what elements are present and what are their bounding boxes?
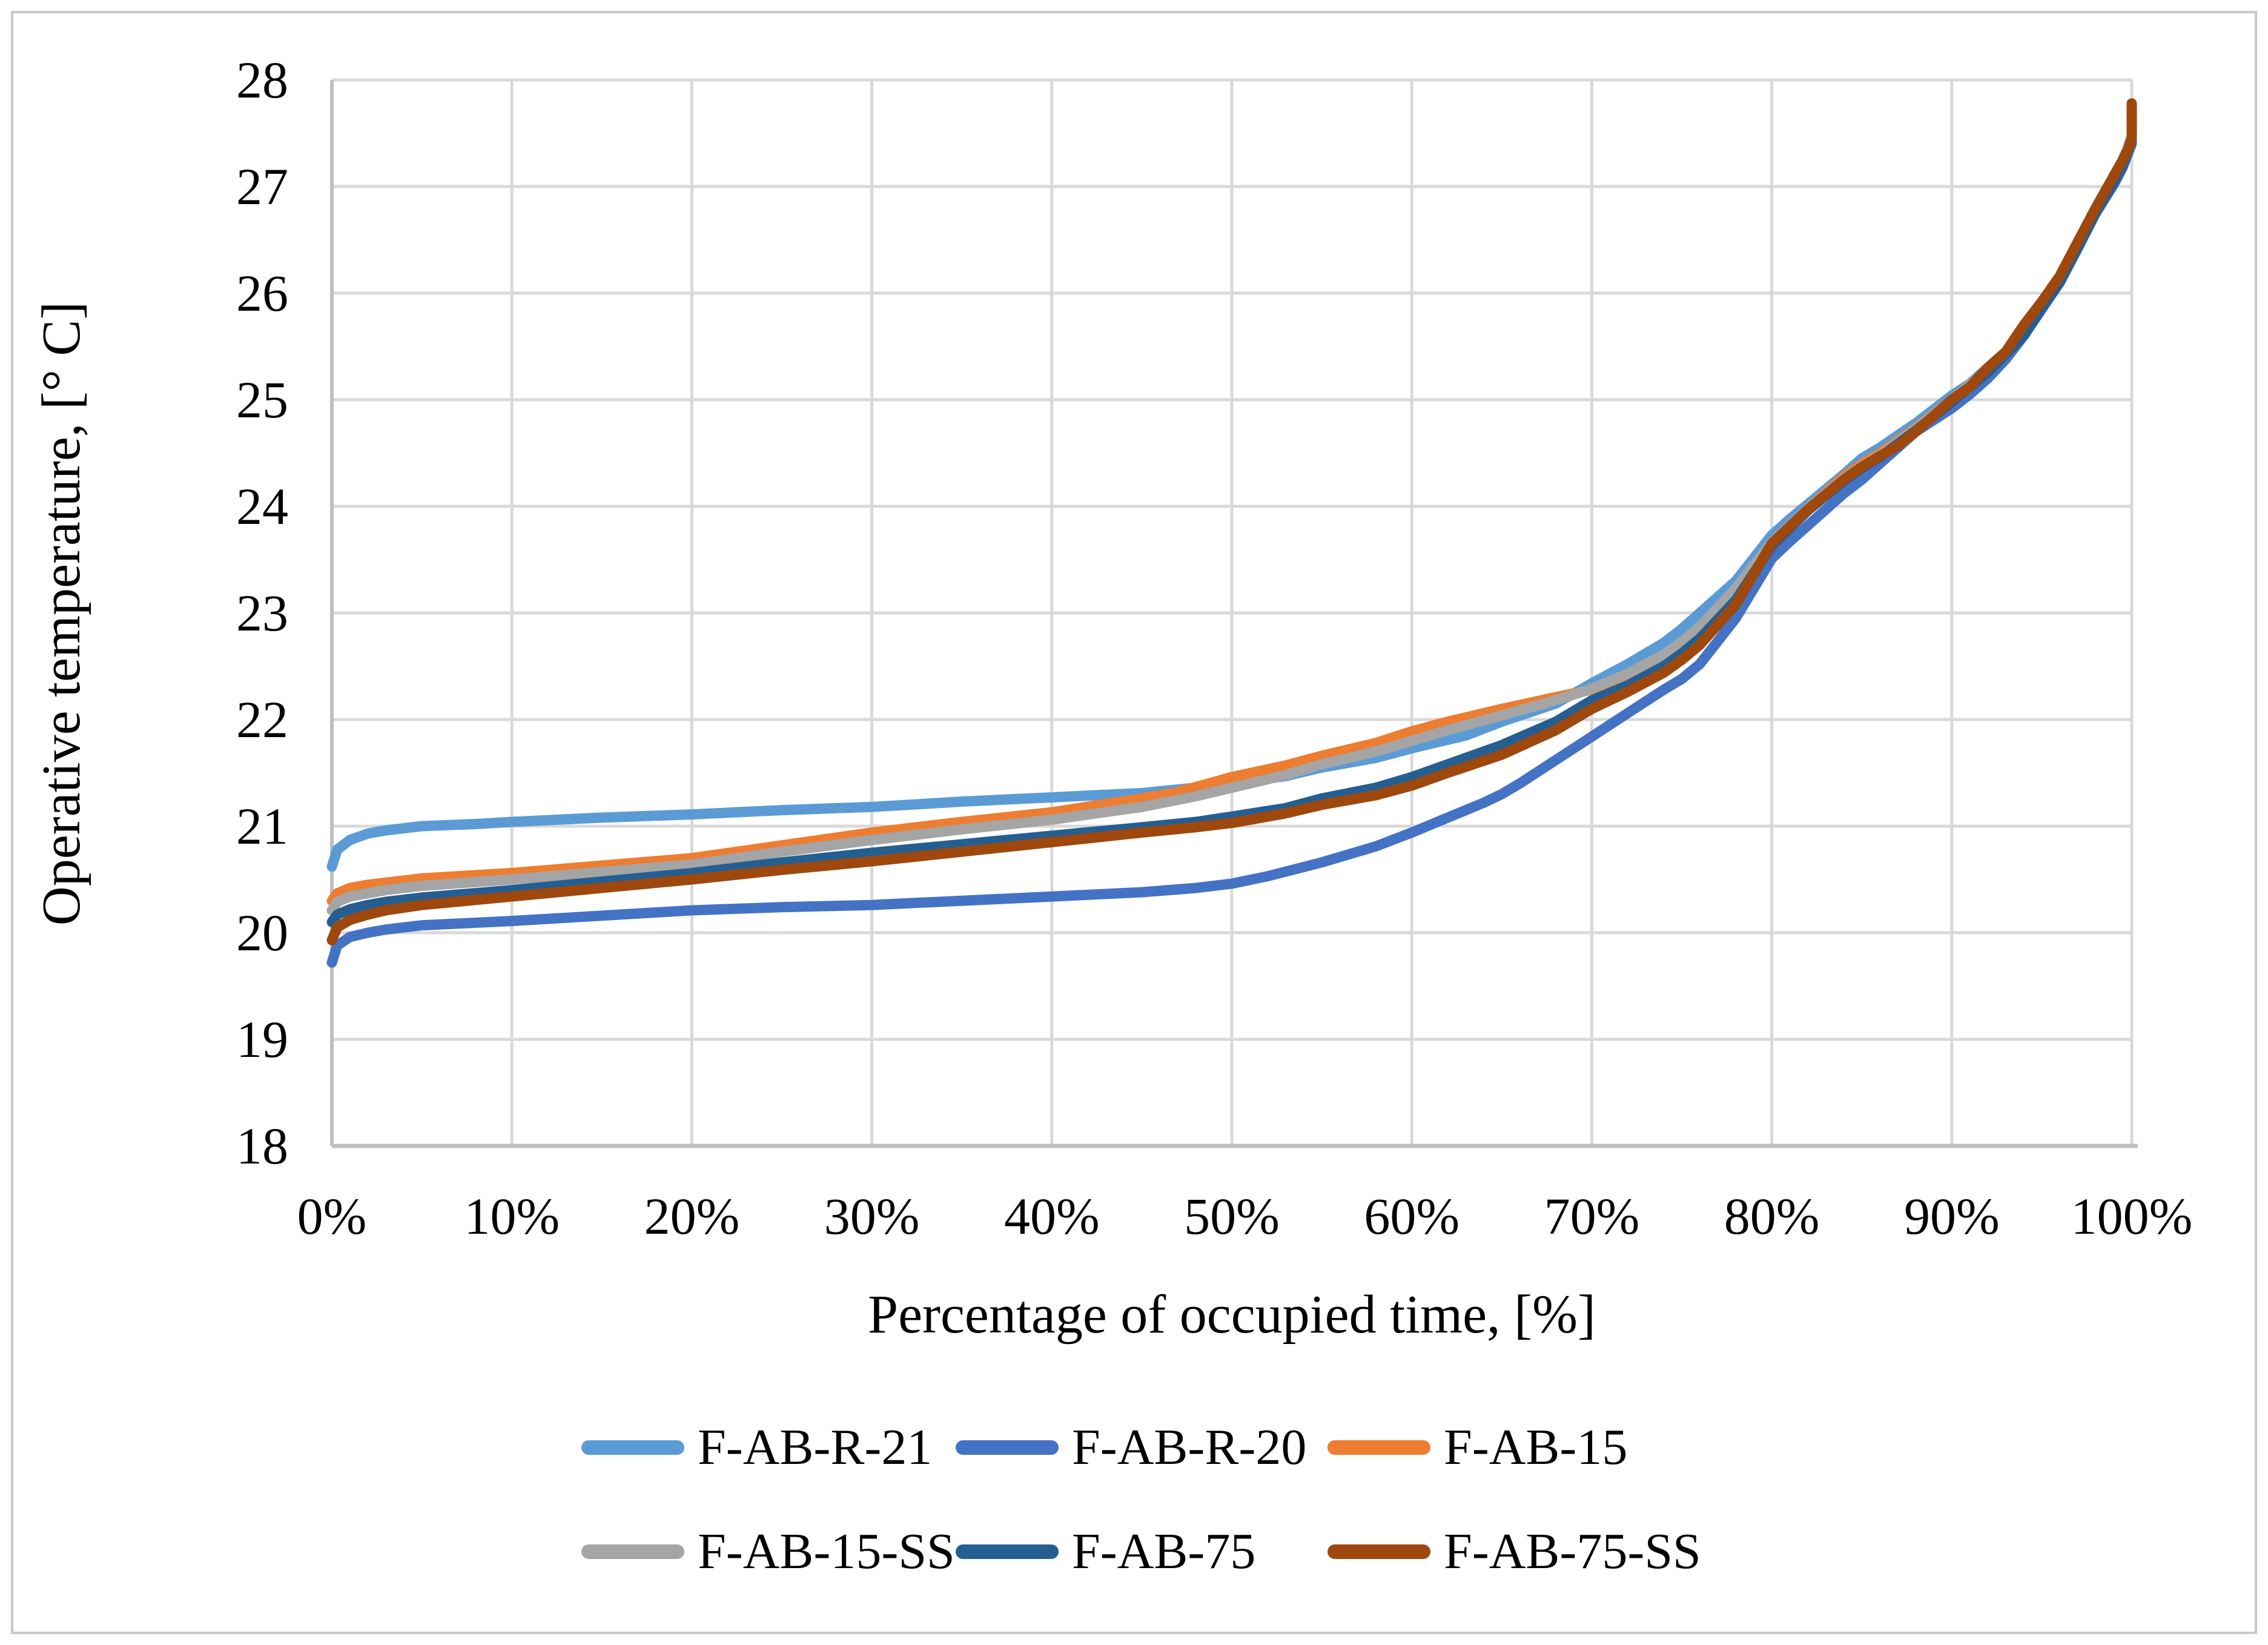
x-tick-label: 50% [1184, 1187, 1280, 1245]
legend-swatch-f-ab-r-20 [956, 1440, 1059, 1455]
legend-item-f-ab-15-ss: F-AB-15-SS [581, 1521, 955, 1582]
y-tick-label: 24 [236, 477, 288, 535]
y-tick-label: 27 [236, 157, 288, 216]
y-tick-label: 23 [236, 584, 288, 642]
x-tick-label: 100% [2071, 1187, 2193, 1245]
x-tick-label: 70% [1544, 1187, 1640, 1245]
legend-item-f-ab-75-ss: F-AB-75-SS [1327, 1521, 1701, 1582]
x-tick-label: 40% [1003, 1187, 1100, 1245]
legend-item-f-ab-r-21: F-AB-R-21 [581, 1417, 932, 1478]
y-tick-label: 25 [236, 371, 288, 429]
legend-swatch-f-ab-15 [1327, 1440, 1430, 1455]
y-tick-label: 26 [236, 264, 288, 322]
legend-swatch-f-ab-r-21 [581, 1440, 684, 1455]
y-tick-label: 20 [236, 904, 288, 962]
legend-label: F-AB-R-20 [1072, 1419, 1307, 1475]
y-tick-label: 19 [236, 1010, 288, 1068]
legend-label: F-AB-15-SS [698, 1523, 955, 1580]
x-tick-label: 0% [297, 1187, 367, 1245]
x-tick-label: 80% [1724, 1187, 1820, 1245]
legend-swatch-f-ab-75 [956, 1544, 1059, 1559]
y-tick-label: 28 [236, 51, 288, 109]
series-line-f-ab-75-ss [326, 98, 2137, 945]
y-tick-label: 18 [236, 1117, 288, 1175]
x-tick-label: 10% [464, 1187, 560, 1245]
x-axis-title: Percentage of occupied time, [%] [868, 1285, 1596, 1345]
legend-item-f-ab-15: F-AB-15 [1327, 1417, 1627, 1478]
legend-item-f-ab-r-20: F-AB-R-20 [956, 1417, 1306, 1478]
x-tick-label: 30% [824, 1187, 920, 1245]
legend-label: F-AB-75-SS [1444, 1523, 1701, 1580]
x-tick-label: 60% [1364, 1187, 1460, 1245]
x-tick-label: 20% [644, 1187, 740, 1245]
legend-label: F-AB-15 [1444, 1419, 1628, 1475]
legend-label: F-AB-75 [1072, 1523, 1256, 1580]
series-line-f-ab-75 [326, 107, 2137, 927]
legend-swatch-f-ab-15-ss [581, 1544, 684, 1559]
y-tick-label: 21 [236, 797, 288, 855]
y-axis-title: Operative temperature, [° C] [31, 301, 91, 926]
legend-label: F-AB-R-21 [698, 1419, 933, 1475]
y-tick-label: 22 [236, 690, 288, 749]
x-tick-label: 90% [1903, 1187, 2000, 1245]
legend-swatch-f-ab-75-ss [1327, 1544, 1430, 1559]
legend-item-f-ab-75: F-AB-75 [956, 1521, 1255, 1582]
